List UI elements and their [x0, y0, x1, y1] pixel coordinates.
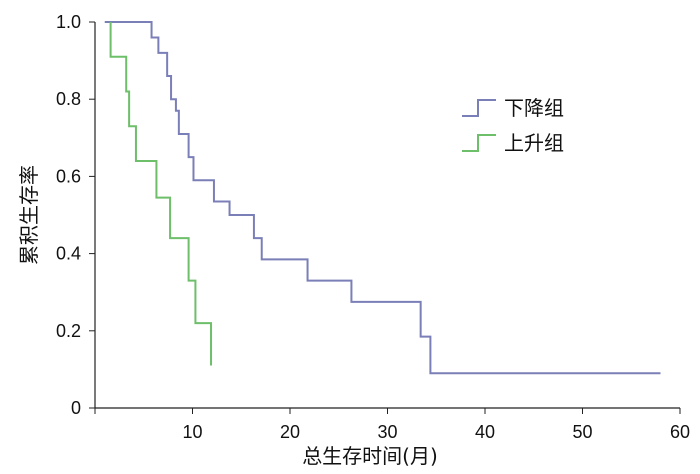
x-tick-label: 20 — [280, 422, 300, 442]
x-tick-label: 60 — [670, 422, 690, 442]
y-tick-label: 1.0 — [56, 12, 81, 32]
y-tick-label: 0.2 — [56, 321, 81, 341]
series-layer — [104, 21, 661, 375]
y-tick-label: 0.8 — [56, 89, 81, 109]
y-axis-title: 累积生存率 — [17, 165, 41, 265]
legend-item-decline-group: 下降组 — [462, 96, 564, 120]
legend-swatch — [462, 99, 496, 117]
axes-layer: 10 20 30 40 50 60 0 0.2 0.4 0.6 0.8 1.0 — [56, 12, 690, 442]
title-layer: 总生存时间(月) 累积生存率 — [17, 165, 438, 468]
series-line-decline-group — [104, 21, 661, 375]
y-tick-label: 0.6 — [56, 166, 81, 186]
x-tick-label: 40 — [475, 422, 495, 442]
x-tick-label: 30 — [377, 422, 397, 442]
series-line-rise-group — [109, 22, 213, 366]
legend-swatch — [462, 134, 496, 152]
legend-label: 下降组 — [504, 96, 564, 120]
y-tick-label: 0 — [71, 398, 81, 418]
x-tick-label: 50 — [572, 422, 592, 442]
legend-label: 上升组 — [504, 131, 564, 155]
x-axis-title: 总生存时间(月) — [302, 444, 438, 468]
y-tick-label: 0.4 — [56, 244, 81, 264]
legend-item-rise-group: 上升组 — [462, 131, 564, 155]
x-tick-label: 10 — [182, 422, 202, 442]
